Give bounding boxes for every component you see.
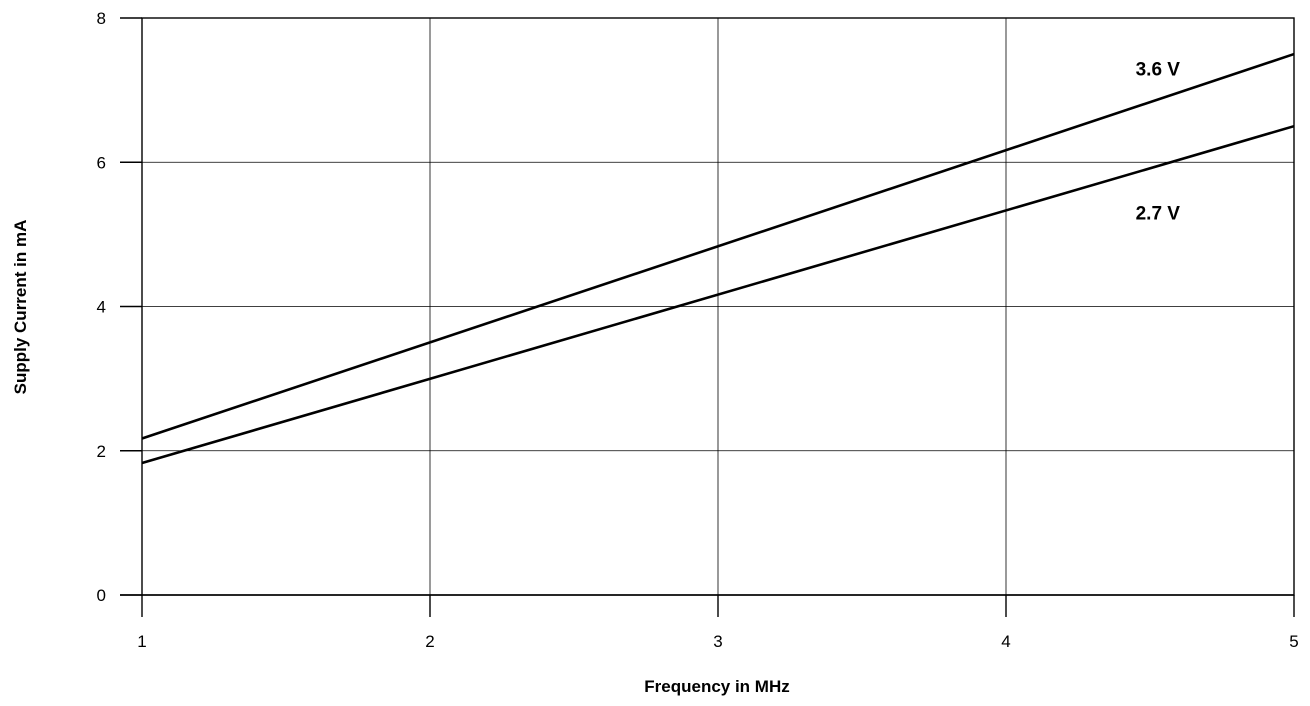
x-tick-label: 5 xyxy=(1289,632,1298,651)
grid xyxy=(142,17,1294,595)
series-line xyxy=(141,124,1295,465)
y-tick-label: 0 xyxy=(97,586,106,605)
series-line xyxy=(141,52,1295,440)
y-tick-label: 8 xyxy=(97,9,106,28)
x-axis-title: Frequency in MHz xyxy=(644,677,789,696)
series-label: 2.7 V xyxy=(1136,204,1181,225)
x-tick-label: 2 xyxy=(425,632,434,651)
labels: 0 2 4 6 8 1 2 3 4 5 3.6 V 2.7 V xyxy=(97,9,1299,651)
x-tick-label: 1 xyxy=(137,632,146,651)
x-tick-label: 4 xyxy=(1001,632,1010,651)
y-tick-label: 4 xyxy=(97,298,106,317)
y-tick-label: 6 xyxy=(97,153,106,172)
y-axis-title: Supply Current in mA xyxy=(11,220,30,395)
y-tick-label: 2 xyxy=(97,442,106,461)
x-tick-label: 3 xyxy=(713,632,722,651)
series-label: 3.6 V xyxy=(1136,59,1181,80)
axes xyxy=(120,17,1295,617)
series-lines xyxy=(141,52,1295,465)
